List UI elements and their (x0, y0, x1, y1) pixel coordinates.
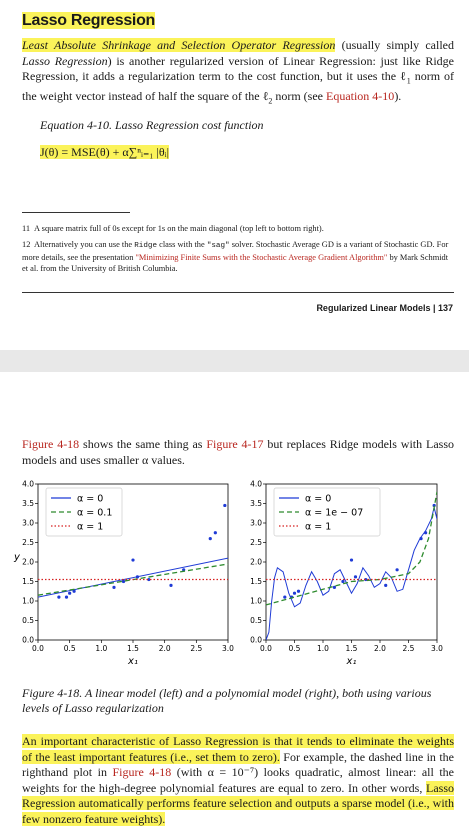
y-tick-label: 1.5 (250, 577, 262, 586)
data-point (112, 585, 116, 589)
equation-link[interactable]: Equation 4-10 (325, 88, 395, 103)
x-tick-label: 2.0 (159, 644, 171, 653)
legend-label: α = 1 (77, 522, 103, 533)
y-tick-label: 1.0 (22, 597, 34, 606)
data-point (332, 585, 336, 589)
figure-4-18: 0.0 0.5 1.0 1.5 2.0 2.5 3.0 0.0 0.5 1.0 1.5 2.0 2.5 3… (13, 480, 443, 667)
data-point (395, 568, 399, 572)
data-point (223, 503, 227, 508)
data-point (292, 591, 297, 595)
data-point (72, 589, 76, 593)
figure-intro-paragraph: Figure 4-18 shows the same thing as Figu… (22, 437, 454, 467)
legend-label: α = 1 (305, 522, 331, 533)
series-line (266, 491, 437, 606)
x-tick-label: 3.0 (222, 644, 234, 653)
footer-rule (22, 292, 454, 293)
y-tick-label: 0.5 (22, 616, 34, 625)
intro-paragraph: Least Absolute Shrinkage and Selection O… (22, 38, 455, 106)
x-tick-label: 1.0 (317, 644, 329, 653)
data-point (283, 595, 287, 599)
y-tick-label: 0.5 (250, 616, 262, 625)
presentation-link[interactable]: "Minimizing Finite Sums with the Stochas… (135, 253, 388, 262)
y-axis-label: y (13, 552, 21, 563)
y-tick-label: 0.0 (22, 636, 34, 645)
y-tick-label: 4.0 (22, 480, 34, 489)
legend-label: α = 0.1 (77, 508, 112, 519)
y-tick-label: 2.0 (22, 558, 34, 567)
x-tick-label: 1.5 (127, 644, 139, 653)
data-point (57, 595, 61, 599)
x-tick-label: 0.5 (64, 644, 76, 653)
x-axis-label: x₁ (346, 656, 357, 667)
figure-caption: Figure 4-18. A linear model (left) and a… (22, 686, 432, 715)
series-line (266, 507, 437, 640)
right-plot: 0.0 0.5 1.0 1.5 2.0 2.5 3.0 0.0 0.5 1.0 1.5 2.0 2.5 3… (250, 480, 443, 667)
legend-label: α = 0 (77, 494, 103, 505)
x-tick-label: 1.0 (95, 644, 107, 653)
x-tick-label: 1.5 (346, 644, 358, 653)
data-point (296, 589, 301, 593)
series-line (38, 557, 228, 598)
data-point (147, 577, 151, 582)
x-tick-label: 0.5 (289, 644, 301, 653)
data-point (64, 595, 69, 599)
x-tick-label: 3.0 (431, 644, 443, 653)
data-point (384, 583, 388, 587)
y-tick-label: 1.0 (250, 597, 262, 606)
figure-link[interactable]: Figure 4-18 (112, 765, 172, 779)
y-tick-label: 3.5 (250, 499, 262, 508)
data-point (131, 558, 135, 562)
data-point (68, 591, 72, 595)
y-tick-label: 2.0 (250, 558, 262, 567)
y-tick-label: 2.5 (22, 538, 34, 547)
data-point (353, 575, 358, 579)
left-plot: 0.0 0.5 1.0 1.5 2.0 2.5 3.0 0.0 0.5 1.0 1.5 2.0 2.5 3… (13, 480, 234, 667)
section-title: Lasso Regression (22, 12, 156, 29)
y-tick-label: 1.5 (22, 577, 34, 586)
data-point (341, 579, 345, 584)
data-point (213, 531, 217, 535)
legend-box (45, 487, 123, 537)
x-tick-label: 2.0 (374, 644, 386, 653)
page-137: Lasso Regression Least Absolute Shrinkag… (0, 0, 469, 350)
data-point (364, 577, 368, 582)
y-tick-label: 3.0 (250, 519, 262, 528)
x-tick-label: 0.0 (260, 644, 272, 653)
footnote-11: 11 A square matrix full of 0s except for … (22, 224, 324, 233)
data-point (121, 579, 126, 584)
y-tick-label: 2.5 (250, 538, 262, 547)
equation-caption: Equation 4-10. Lasso Regression cost fun… (40, 118, 264, 132)
y-tick-label: 4.0 (250, 480, 262, 489)
feature-selection-paragraph: An important characteristic of Lasso Reg… (22, 734, 454, 826)
y-tick-label: 0.0 (250, 636, 262, 645)
equation: J(θ) = MSE(θ) + α∑ⁿᵢ₌₁ |θᵢ| (40, 145, 169, 159)
footnote-rule (22, 212, 130, 213)
legend-label: α = 1e − 07 (305, 508, 363, 519)
legend-label: α = 0 (305, 494, 331, 505)
x-tick-label: 2.5 (403, 644, 415, 653)
data-point (349, 558, 354, 562)
y-tick-label: 3.5 (22, 499, 34, 508)
footnote-12: 12 Alternatively you can use the Ridge cl… (22, 240, 449, 273)
y-tick-label: 3.0 (22, 519, 34, 528)
data-point (169, 583, 173, 587)
legend-box (273, 487, 381, 537)
figure-link[interactable]: Figure 4-17 (206, 437, 264, 451)
page-footer: Regularized Linear Models | 137 (316, 303, 453, 313)
x-axis-label: x₁ (127, 656, 138, 667)
data-point (208, 537, 212, 541)
x-tick-label: 2.5 (190, 644, 202, 653)
x-tick-label: 0.0 (32, 644, 44, 653)
figure-link[interactable]: Figure 4-18 (22, 437, 80, 451)
